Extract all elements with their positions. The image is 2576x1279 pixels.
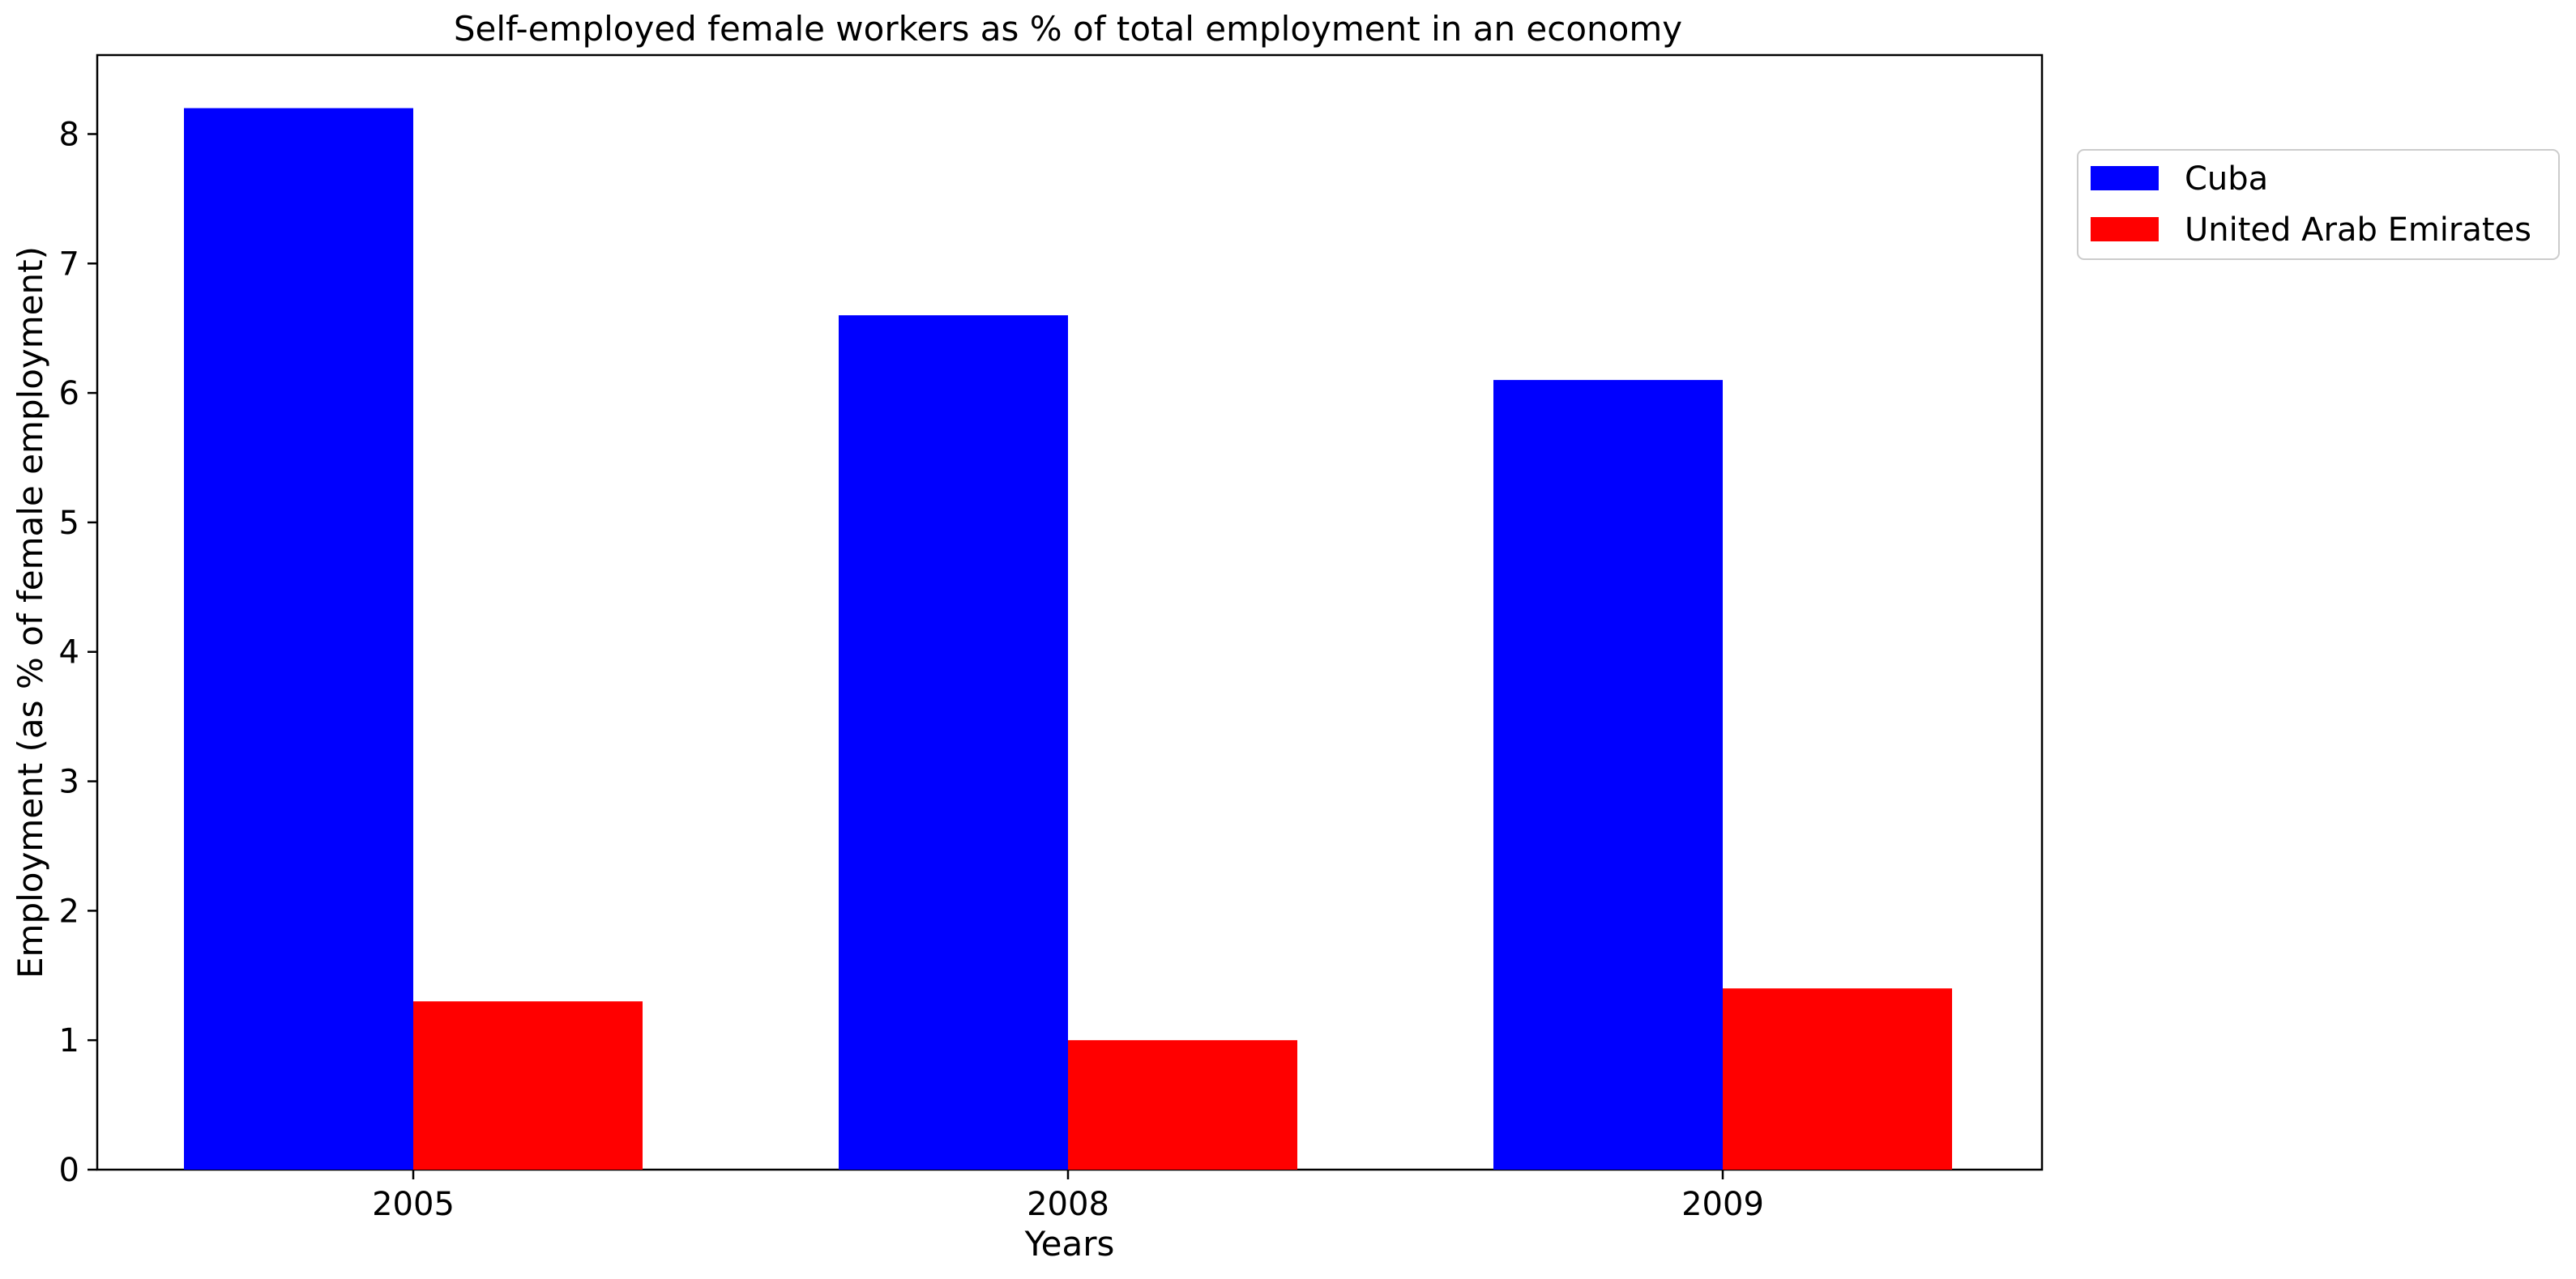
y-tick-label: 4: [59, 634, 79, 671]
legend-box: [2077, 149, 2560, 260]
y-tick-label: 0: [59, 1152, 79, 1189]
bar-united-arab-emirates-2008: [1068, 1040, 1297, 1170]
x-tick-label: 2008: [1027, 1186, 1109, 1223]
bar-cuba-2008: [839, 315, 1068, 1170]
y-axis-label: Employment (as % of female employment): [11, 246, 50, 978]
y-tick-label: 2: [59, 893, 79, 930]
legend-swatch-cuba: [2091, 166, 2159, 190]
y-axis: 0 1 2 3 4 5 6 7 8: [59, 116, 97, 1189]
legend-label-cuba: Cuba: [2185, 160, 2268, 198]
x-tick-label: 2009: [1681, 1186, 1764, 1223]
chart-title: Self-employed female workers as % of tot…: [454, 9, 1682, 49]
y-tick-label: 3: [59, 764, 79, 801]
y-tick-label: 5: [59, 505, 79, 542]
x-tick-label: 2005: [372, 1186, 455, 1223]
y-tick-label: 6: [59, 375, 79, 412]
bars-group: [184, 108, 1952, 1170]
y-tick-label: 1: [59, 1022, 79, 1059]
legend-label-united-arab-emirates: United Arab Emirates: [2185, 211, 2531, 249]
x-axis-label: Years: [1024, 1224, 1115, 1264]
x-axis: 2005 2008 2009: [372, 1170, 1764, 1223]
bar-united-arab-emirates-2009: [1723, 988, 1952, 1170]
bar-cuba-2005: [184, 108, 413, 1170]
y-tick-label: 8: [59, 116, 79, 153]
legend-swatch-united-arab-emirates: [2091, 217, 2159, 241]
legend: Cuba United Arab Emirates: [2077, 149, 2560, 260]
bar-cuba-2009: [1493, 380, 1723, 1170]
bar-united-arab-emirates-2005: [413, 1001, 643, 1170]
y-tick-label: 7: [59, 245, 79, 283]
